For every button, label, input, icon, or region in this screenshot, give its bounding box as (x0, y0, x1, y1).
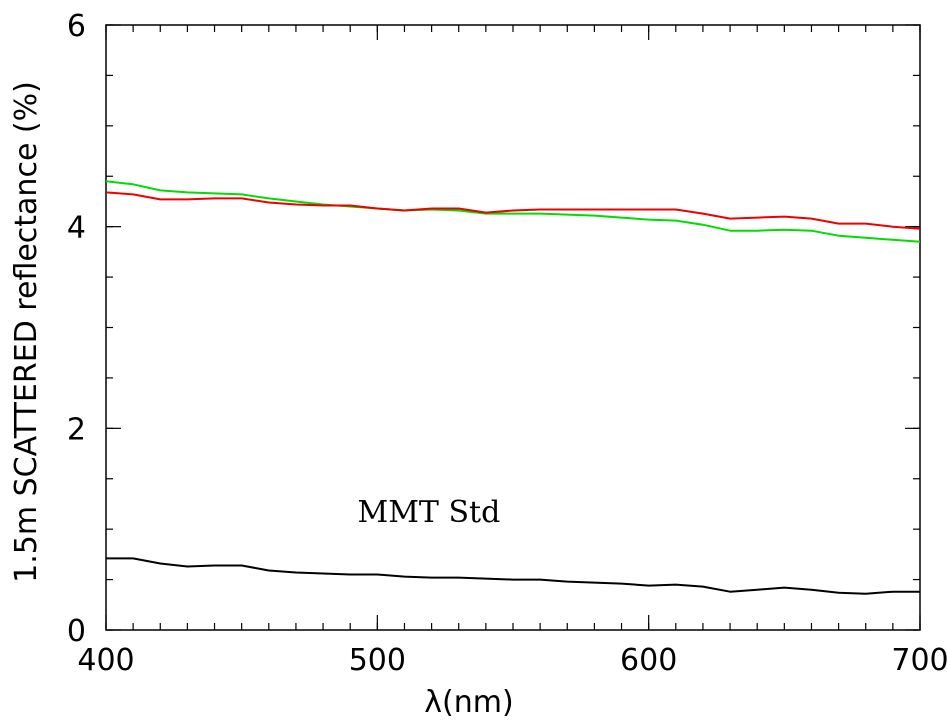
y-tick-label: 2 (67, 412, 86, 447)
series-line-1 (105, 180, 921, 243)
y-axis-title: 1.5m SCATTERED reflectance (%) (9, 81, 44, 583)
series-group (105, 180, 921, 595)
x-tick-label: 400 (77, 643, 134, 678)
x-tick-label: 600 (620, 643, 677, 678)
annotation-label: MMT Std (357, 495, 500, 530)
series-line-2 (105, 191, 921, 230)
x-tick-label: 700 (891, 643, 947, 678)
y-tick-label: 6 (67, 9, 86, 44)
x-axis-title: λ(nm) (424, 685, 513, 720)
plot-frame (105, 24, 921, 631)
x-tick-label: 500 (349, 643, 406, 678)
annotations-group: MMT Std (357, 495, 500, 530)
y-tick-label: 0 (67, 614, 86, 649)
series-line-3 (106, 557, 920, 595)
y-tick-label: 4 (67, 211, 86, 246)
axis-ticks (105, 24, 921, 631)
tick-labels: 400 500 600 700 0 2 4 6 (67, 9, 947, 678)
